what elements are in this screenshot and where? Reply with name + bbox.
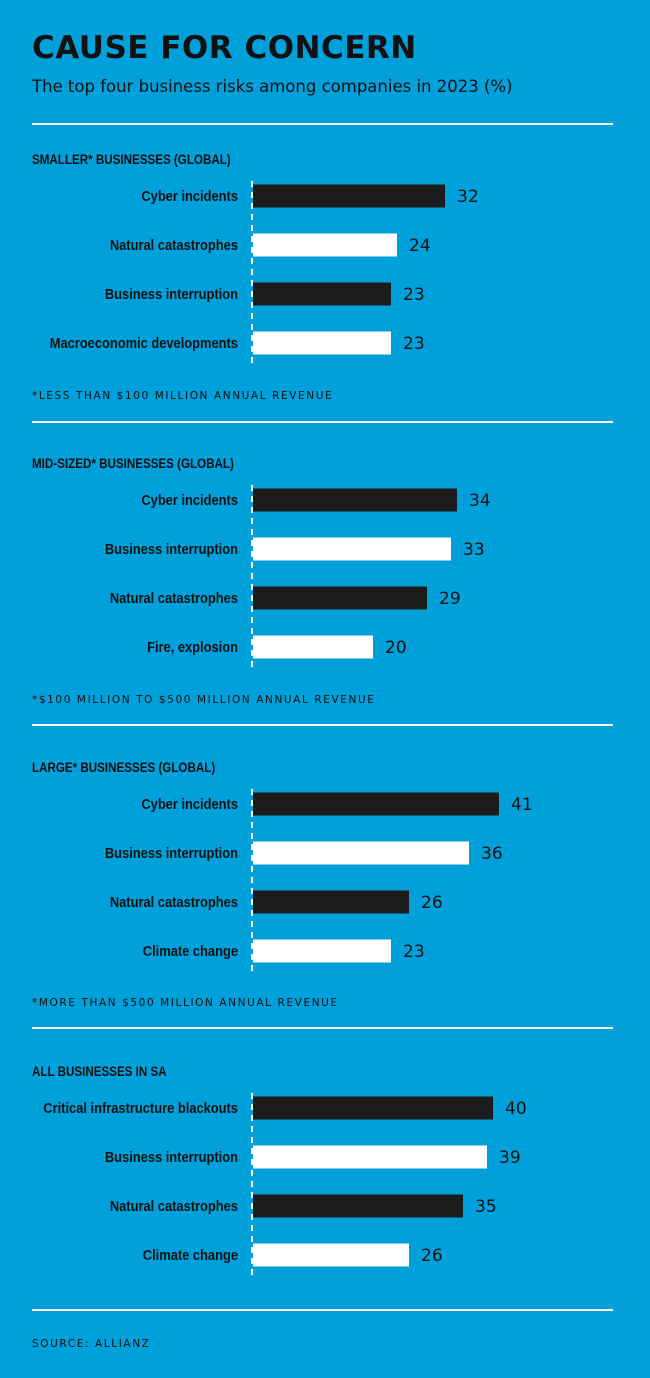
section-title: ALL BUSINESSES IN SA (32, 1064, 167, 1079)
value-label: 39 (499, 1148, 521, 1168)
value-label: 26 (421, 893, 443, 913)
category-label: Natural catastrophes (110, 1197, 238, 1214)
value-label: 34 (469, 491, 491, 511)
bar (253, 1096, 493, 1120)
bar-chart-large: Cyber incidents 41 Business interruption 36… (105, 789, 533, 971)
category-label: Natural catastrophes (110, 893, 238, 910)
bar (253, 233, 397, 257)
divider (32, 724, 613, 726)
bar (253, 890, 409, 914)
bar (253, 1145, 487, 1169)
category-label: Business interruption (105, 285, 238, 302)
bar (253, 841, 469, 865)
divider (32, 1309, 613, 1311)
bar (253, 331, 391, 355)
value-label: 23 (403, 285, 425, 305)
bar-chart-sa: Critical infrastructure blackouts 40 Busin… (43, 1093, 527, 1275)
chart-section-large: LARGE* BUSINESSES (GLOBAL) Cyber inciden… (0, 760, 650, 1060)
bar (253, 1243, 409, 1267)
bar (253, 282, 391, 306)
category-label: Macroeconomic developments (50, 334, 238, 351)
category-label: Natural catastrophes (110, 236, 238, 253)
bar (253, 537, 451, 561)
value-label: 26 (421, 1246, 443, 1266)
category-label: Climate change (143, 1246, 238, 1263)
value-label: 32 (457, 187, 479, 207)
footnote: *$100 MILLION TO $500 MILLION ANNUAL REV… (32, 694, 376, 706)
category-label: Business interruption (105, 844, 238, 861)
value-label: 23 (403, 334, 425, 354)
page-title: CAUSE FOR CONCERN (32, 30, 417, 66)
category-label: Fire, explosion (147, 638, 238, 655)
value-label: 41 (511, 795, 533, 815)
category-label: Critical infrastructure blackouts (43, 1099, 238, 1116)
value-label: 24 (409, 236, 431, 256)
bar (253, 1194, 463, 1218)
category-label: Cyber incidents (141, 795, 238, 812)
divider (32, 421, 613, 423)
category-label: Natural catastrophes (110, 589, 238, 606)
category-label: Business interruption (105, 1148, 238, 1165)
chart-section-mid-sized: MID-SIZED* BUSINESSES (GLOBAL) Cyber inc… (0, 456, 650, 756)
footnote: *LESS THAN $100 MILLION ANNUAL REVENUE (32, 390, 334, 402)
chart-section-smaller: SMALLER* BUSINESSES (GLOBAL) Cyber incid… (0, 152, 650, 452)
footnote: *MORE THAN $500 MILLION ANNUAL REVENUE (32, 997, 339, 1009)
value-label: 40 (505, 1099, 527, 1119)
section-title: SMALLER* BUSINESSES (GLOBAL) (32, 152, 231, 167)
bar-chart-smaller: Cyber incidents 32 Natural catastrophes 24 B… (50, 181, 479, 363)
value-label: 29 (439, 589, 461, 609)
page-subtitle: The top four business risks among compan… (32, 77, 513, 96)
bar (253, 184, 445, 208)
section-title: MID-SIZED* BUSINESSES (GLOBAL) (32, 456, 234, 471)
divider (32, 123, 613, 125)
value-label: 36 (481, 844, 503, 864)
value-label: 23 (403, 942, 425, 962)
bar (253, 792, 499, 816)
category-label: Climate change (143, 942, 238, 959)
bar (253, 488, 457, 512)
divider (32, 1027, 613, 1029)
category-label: Cyber incidents (141, 491, 238, 508)
value-label: 35 (475, 1197, 497, 1217)
category-label: Cyber incidents (141, 187, 238, 204)
bar-chart-mid-sized: Cyber incidents 34 Business interruption 33… (105, 485, 491, 667)
bar (253, 586, 427, 610)
section-title: LARGE* BUSINESSES (GLOBAL) (32, 760, 216, 775)
category-label: Business interruption (105, 540, 238, 557)
value-label: 20 (385, 638, 407, 658)
source-note: SOURCE: ALLIANZ (32, 1338, 151, 1350)
bar (253, 635, 373, 659)
value-label: 33 (463, 540, 485, 560)
bar (253, 939, 391, 963)
chart-section-sa: ALL BUSINESSES IN SA Critical infrastruc… (0, 1064, 650, 1364)
